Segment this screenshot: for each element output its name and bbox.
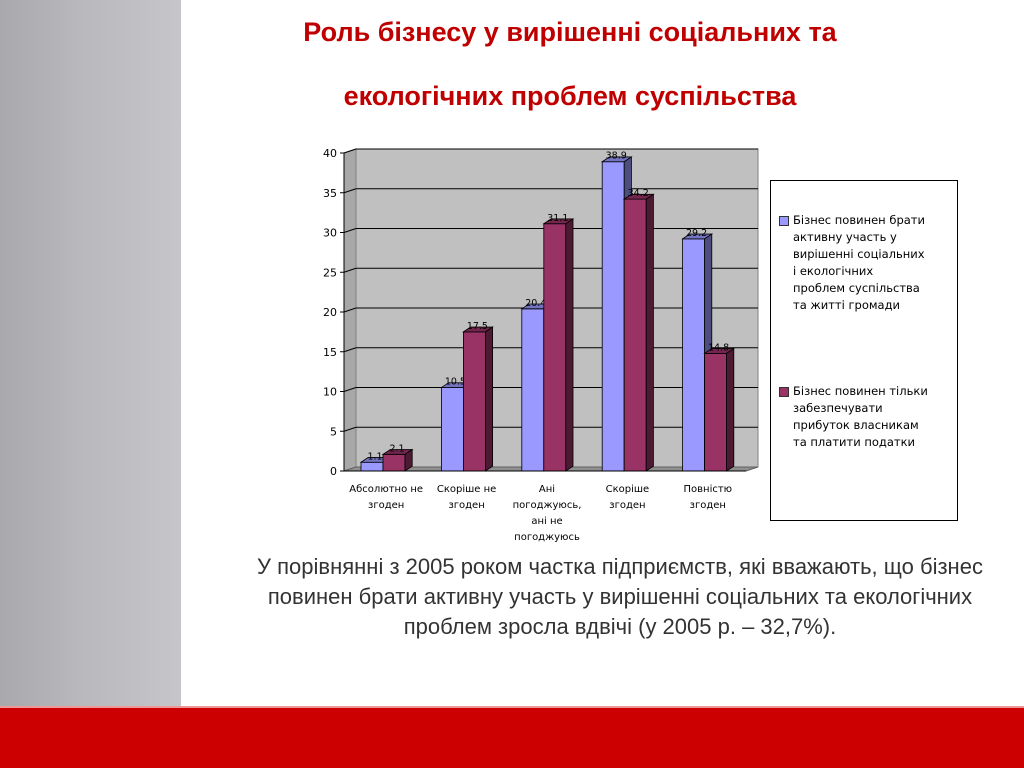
gridline-side [343, 307, 357, 313]
bar-data-label: 17.5 [467, 321, 488, 332]
x-tick-label: Скоріше згоден [606, 483, 650, 511]
x-tick-label-line: Ані [539, 483, 555, 495]
bar-front [382, 453, 406, 472]
x-tick-label: Скоріше не згоден [437, 483, 496, 511]
gridline-side [343, 347, 357, 353]
legend-line: та житті громади [793, 298, 901, 312]
legend-swatch-series-1 [779, 216, 789, 226]
bar-front [704, 352, 728, 472]
slide-title-line-1: Роль бізнесу у вирішенні соціальних та [303, 17, 837, 47]
slide-title-line-2: екологічних проблем суспільства [343, 81, 797, 111]
bar-data-label: 34.2 [628, 188, 649, 199]
y-tick-label: 30 [323, 227, 337, 240]
x-tick-label-line: Скоріше [606, 483, 650, 495]
bar-data-label: 29.2 [686, 228, 707, 239]
x-tick-label-line: згоден [690, 500, 726, 511]
bar-front [682, 238, 706, 472]
y-tick-label: 20 [323, 306, 337, 319]
x-tick-label-line: Повністю [684, 483, 733, 495]
legend-line: активну участь у [793, 230, 897, 244]
bar-front [601, 161, 625, 472]
gridline-side [343, 387, 357, 392]
legend-line: забезпечувати [793, 401, 883, 415]
y-tick-label: 0 [330, 465, 337, 478]
legend-swatch-series-2 [779, 387, 789, 397]
bar-front [521, 308, 545, 472]
legend-label-series-2: Бізнес повинен тільки забезпечувати приб… [793, 383, 955, 451]
y-tick-label: 10 [323, 386, 337, 399]
slide-caption: У порівнянні з 2005 роком частка підприє… [257, 554, 983, 639]
bar-data-label: 31.1 [547, 213, 568, 224]
y-tick-label: 5 [330, 425, 337, 438]
bar-data-label: 10.5 [445, 377, 466, 388]
legend-line: проблем суспільства [793, 281, 920, 295]
x-tick-label-line: згоден [448, 500, 484, 511]
bar-front [462, 331, 486, 472]
chart-legend: Бізнес повинен брати активну участь у ви… [770, 180, 958, 521]
x-tick-label-line: погоджуюсь, [513, 500, 582, 511]
y-tick-label: 35 [323, 187, 337, 200]
bar-data-label: 20.4 [525, 298, 546, 309]
legend-entry-series-2: Бізнес повинен тільки забезпечувати приб… [779, 383, 955, 451]
x-tick-label-line: Скоріше не [437, 483, 496, 495]
legend-label-series-1: Бізнес повинен брати активну участь у ви… [793, 212, 955, 314]
x-tick-label-line: погоджуюсь [514, 532, 580, 543]
legend-line: Бізнес повинен брати [793, 213, 925, 227]
bar-front [543, 223, 567, 472]
bar-data-label: 38.9 [606, 151, 627, 162]
gridline-side [343, 267, 357, 273]
legend-line: прибуток власникам [793, 418, 919, 432]
y-tick-label: 40 [323, 147, 337, 160]
bar-chart: 0 5 10 15 20 25 30 35 40 1.1 2.1 Абсолютно не згоден… [323, 147, 759, 543]
bar-front [360, 461, 384, 472]
x-tick-label: Абсолютно не згоден [349, 484, 423, 511]
bar-side [645, 193, 654, 472]
gridline-side [343, 426, 357, 432]
bar-front [623, 198, 647, 472]
y-tick-label: 25 [323, 266, 337, 279]
x-tick-label: Ані погоджуюсь, ані не погоджуюсь [513, 483, 582, 543]
bar-side [404, 448, 413, 472]
x-tick-label-line: Абсолютно не [349, 484, 423, 495]
legend-line: і екологічних [793, 264, 874, 278]
legend-line: Бізнес повинен тільки [793, 384, 928, 398]
x-tick-label: Повністю згоден [684, 483, 733, 511]
legend-entry-series-1: Бізнес повинен брати активну участь у ви… [779, 212, 955, 314]
gridline-side [343, 188, 357, 194]
x-tick-label-line: ані не [531, 515, 562, 527]
x-tick-label-line: згоден [368, 500, 404, 511]
bar-data-label: 14.8 [708, 342, 729, 353]
bar-side [565, 218, 574, 472]
x-tick-label-line: згоден [609, 500, 645, 511]
bar-side [484, 326, 494, 472]
bottom-decorative-bar [0, 706, 1024, 768]
bar-front [440, 387, 464, 472]
y-tick-label: 15 [323, 346, 337, 359]
legend-line: та платити податки [793, 435, 915, 449]
legend-line: вирішенні соціальних [793, 247, 925, 261]
bar-data-label: 1.1 [367, 451, 382, 462]
gridline-side [343, 148, 357, 154]
bar-data-label: 2.1 [389, 443, 404, 454]
gridline-side [343, 228, 357, 233]
slide-title: Роль бізнесу у вирішенні соціальних та е… [190, 12, 950, 140]
left-decorative-bar [0, 0, 181, 706]
bar-side [726, 347, 735, 472]
